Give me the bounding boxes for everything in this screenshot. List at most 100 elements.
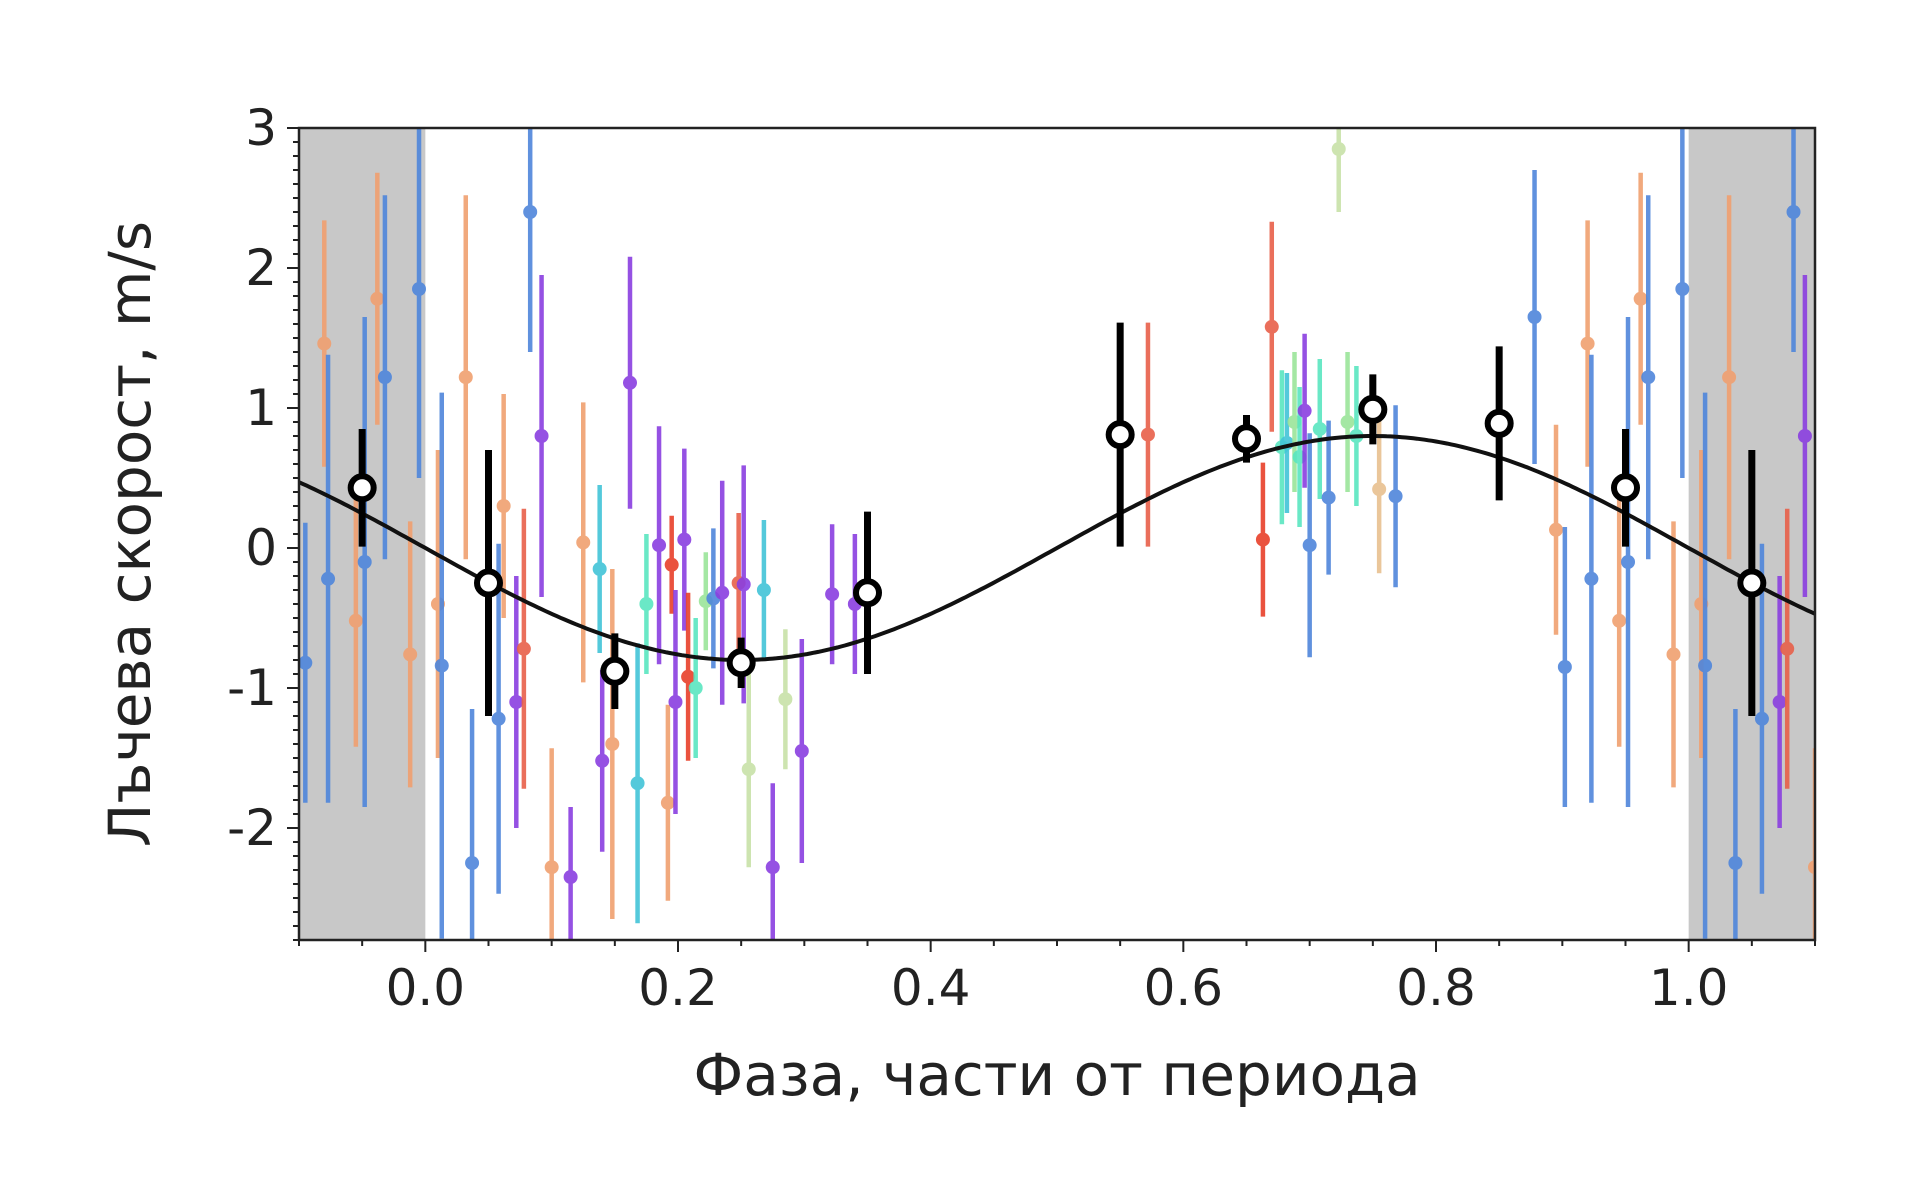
raw-point: [1297, 333, 1312, 488]
raw-point-marker: [496, 499, 511, 513]
raw-point: [299, 522, 313, 803]
raw-point: [1372, 405, 1387, 574]
binned-point: [600, 633, 630, 709]
raw-point: [1641, 195, 1656, 560]
x-axis-label: Фаза, части от периода: [693, 1041, 1420, 1109]
raw-point-marker: [576, 535, 591, 550]
y-tick-label: -2: [227, 799, 277, 857]
raw-point-marker: [1698, 658, 1713, 673]
raw-point-marker: [1641, 370, 1656, 385]
raw-point: [741, 671, 756, 868]
raw-point: [1557, 527, 1572, 807]
raw-point-marker: [1786, 205, 1801, 219]
raw-point-marker: [1728, 856, 1743, 870]
raw-point: [794, 639, 809, 863]
raw-point-marker: [534, 429, 549, 443]
raw-point: [1633, 172, 1648, 425]
raw-point-marker: [1255, 532, 1270, 547]
raw-point-marker: [765, 860, 780, 875]
raw-point: [377, 195, 392, 560]
y-tick-label: -1: [227, 659, 277, 717]
x-axis-ticks: 0.0 0.2 0.4 0.6 0.8 1.0: [298, 940, 1816, 1017]
raw-point: [652, 426, 667, 665]
raw-point: [1780, 508, 1795, 789]
x-tick-label: 0.6: [1144, 959, 1224, 1017]
raw-point-marker: [563, 870, 578, 884]
raw-point-marker: [523, 205, 538, 219]
raw-point-marker: [605, 737, 620, 751]
raw-point-marker: [1633, 291, 1648, 306]
raw-point-marker: [1312, 422, 1327, 436]
raw-measurements-layer: [299, 128, 1815, 940]
raw-point: [1772, 576, 1787, 828]
raw-point: [1666, 521, 1681, 788]
raw-point-marker: [595, 753, 610, 768]
raw-point: [688, 618, 703, 758]
raw-point-marker: [592, 562, 607, 576]
binned-point-marker: [853, 578, 882, 608]
raw-point-marker: [321, 571, 336, 586]
raw-point-marker: [1140, 427, 1155, 442]
raw-point: [664, 515, 679, 614]
raw-point-marker: [1621, 555, 1636, 569]
raw-point-marker: [434, 658, 449, 673]
raw-point: [1612, 494, 1627, 747]
raw-point: [496, 394, 511, 618]
raw-point: [1621, 317, 1636, 807]
raw-point-marker: [1302, 538, 1317, 553]
binned-point: [1358, 374, 1388, 445]
binned-point: [1737, 450, 1767, 716]
raw-point-marker: [403, 647, 418, 662]
y-tick-label: 3: [245, 99, 277, 157]
raw-point: [357, 317, 372, 807]
raw-point-marker: [1772, 695, 1787, 709]
raw-point-marker: [1372, 482, 1387, 497]
raw-point: [765, 783, 780, 940]
raw-point: [1580, 220, 1595, 467]
x-tick-label: 0.4: [891, 959, 971, 1017]
raw-point-marker: [1297, 403, 1312, 418]
raw-point: [677, 448, 692, 631]
binned-point-marker: [1484, 408, 1514, 438]
raw-point: [639, 534, 654, 674]
raw-point: [576, 402, 591, 683]
raw-point-marker: [681, 669, 696, 684]
raw-point-marker: [688, 681, 703, 695]
raw-point-marker: [516, 641, 531, 656]
raw-point-marker: [1675, 282, 1690, 296]
raw-point-marker: [1808, 860, 1815, 875]
raw-point: [1808, 748, 1815, 940]
raw-point: [1698, 392, 1713, 939]
raw-point: [1302, 433, 1317, 658]
binned-point-marker: [1611, 473, 1640, 503]
raw-point: [1549, 424, 1564, 635]
raw-point: [1728, 709, 1743, 940]
raw-point-marker: [1580, 336, 1595, 351]
raw-point: [534, 275, 549, 597]
raw-point-marker: [458, 370, 473, 385]
binned-point-marker: [1358, 394, 1388, 424]
raw-point: [592, 485, 607, 653]
model-curve: [299, 434, 1815, 662]
raw-point: [317, 220, 332, 467]
raw-point: [605, 569, 620, 919]
raw-point: [1722, 195, 1737, 560]
y-tick-label: 2: [245, 239, 277, 297]
y-tick-label: 1: [245, 379, 277, 437]
raw-point: [1786, 128, 1801, 352]
raw-point-marker: [622, 375, 637, 390]
binned-point: [853, 511, 882, 674]
raw-point-marker: [1388, 489, 1403, 504]
raw-point-marker: [370, 291, 385, 306]
raw-point-marker: [1527, 310, 1542, 324]
raw-point-marker: [756, 583, 771, 597]
raw-point: [681, 592, 696, 761]
raw-point: [403, 521, 418, 788]
raw-point-marker: [317, 336, 332, 351]
binned-point: [474, 450, 503, 716]
binned-point-marker: [1737, 568, 1767, 598]
raw-point-marker: [544, 860, 559, 875]
raw-point: [595, 669, 610, 852]
y-axis-label: Лъчева скорост, m/s: [96, 221, 164, 847]
